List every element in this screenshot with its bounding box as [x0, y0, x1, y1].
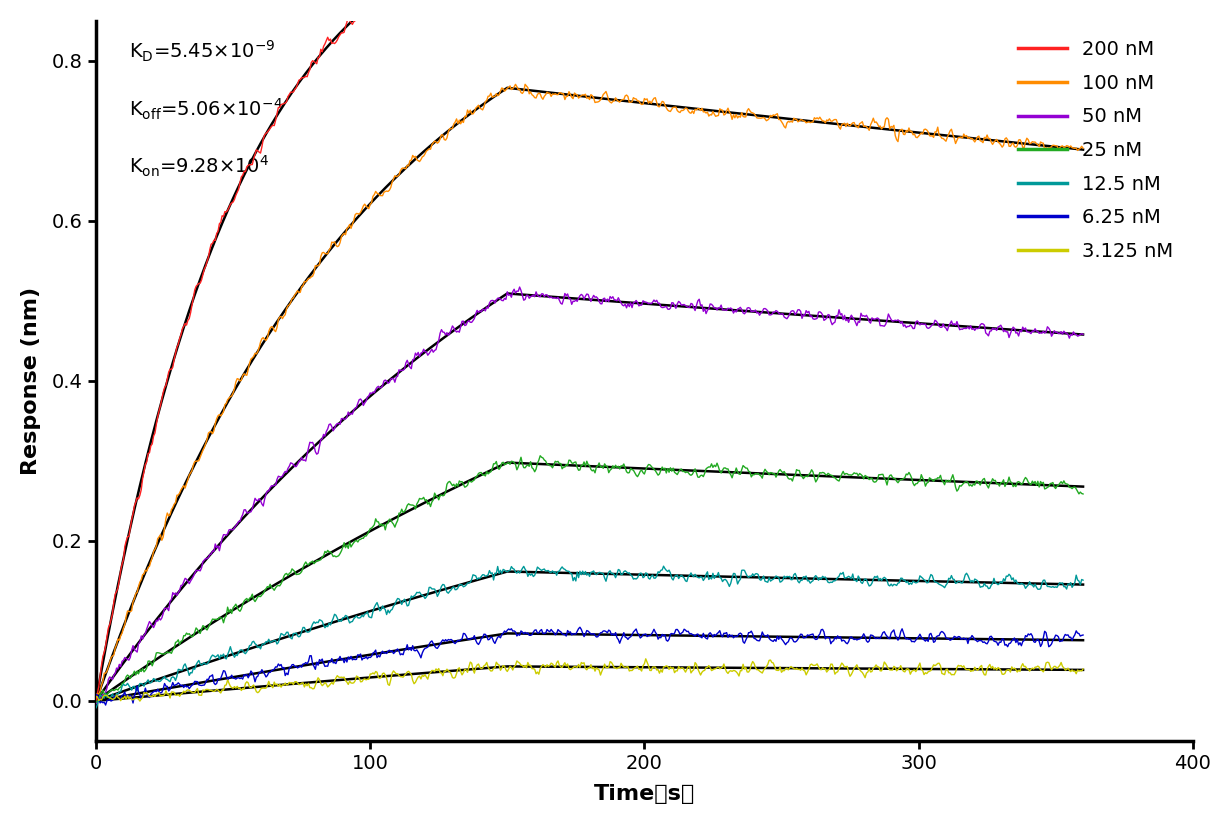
Legend: 200 nM, 100 nM, 50 nM, 25 nM, 12.5 nM, 6.25 nM, 3.125 nM: 200 nM, 100 nM, 50 nM, 25 nM, 12.5 nM, 6…	[1008, 31, 1183, 271]
Text: K$_\mathregular{D}$=5.45×10$^{-9}$: K$_\mathregular{D}$=5.45×10$^{-9}$	[129, 39, 275, 64]
Y-axis label: Response (nm): Response (nm)	[21, 287, 41, 475]
Text: K$_\mathregular{on}$=9.28×10$^{4}$: K$_\mathregular{on}$=9.28×10$^{4}$	[129, 154, 270, 179]
X-axis label: Time（s）: Time（s）	[594, 785, 695, 804]
Text: K$_\mathregular{off}$=5.06×10$^{-4}$: K$_\mathregular{off}$=5.06×10$^{-4}$	[129, 97, 283, 121]
